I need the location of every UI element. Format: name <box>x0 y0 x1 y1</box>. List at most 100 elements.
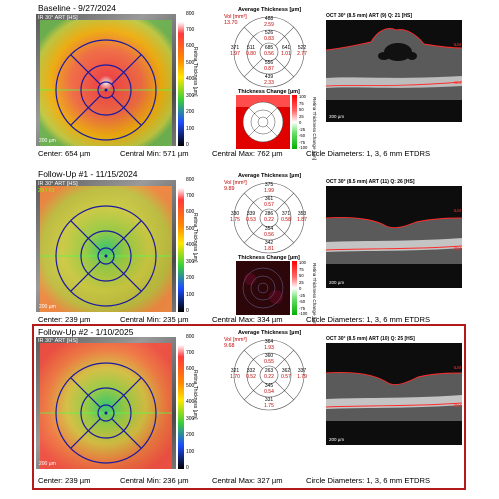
etdrs-overlay <box>40 20 172 146</box>
fundus-scale-bar: 200 µm <box>39 138 56 144</box>
grid-outer-superior: 375 1.99 <box>264 182 274 194</box>
center-thickness: Center: 239 µm <box>38 476 91 485</box>
colorbar-ticks: 800 700 600 500 400 300 200 100 0 <box>186 11 195 148</box>
bm-label: BM <box>454 403 461 408</box>
circle-diameters: Circle Diameters: 1, 3, 6 mm ETDRS <box>306 315 431 324</box>
ilm-label: ILM <box>453 208 461 213</box>
thickness-change-map[interactable] <box>236 261 290 315</box>
volume-readout: Vol [mm³] 9.68 <box>224 337 247 349</box>
grid-inner-superior: 360 0.55 <box>264 353 274 365</box>
fundus-label: IR 30° ART [HS] <box>38 338 78 344</box>
thickness-change-title: Thickness Change [µm] <box>238 89 300 95</box>
ilm-label: ILM <box>453 365 461 370</box>
etdrs-grid <box>233 182 305 254</box>
central-max: Central Max: 334 µm <box>212 315 283 324</box>
grid-inner-superior: 526 0.83 <box>264 30 274 42</box>
grid-outer-temporal: 330 1.75 <box>230 211 240 223</box>
oct-bscan-image <box>326 28 462 100</box>
center-thickness: Center: 239 µm <box>38 315 91 324</box>
oct-bscan-image <box>326 372 462 421</box>
central-min: Central Min: 571 µm <box>120 149 189 158</box>
oct-scale-bar: 200 µm <box>329 280 345 285</box>
fundus-scale-bar: 200 µm <box>39 461 56 467</box>
change-colorbar-ticks: 100 75 50 25 0 -25 -50 -75 -100 <box>299 260 308 316</box>
section-title: Baseline - 9/27/2024 <box>38 3 116 13</box>
bm-label: BM <box>454 80 461 85</box>
colorbar-label: Retina Thickness [µm] <box>192 47 198 97</box>
grid-outer-temporal: 371 1.97 <box>230 45 240 57</box>
central-min: Central Min: 235 µm <box>120 315 189 324</box>
etdrs-grid <box>233 339 305 411</box>
fundus-frame-badge: 29 / 61 <box>38 188 55 194</box>
grid-outer-inferior: 331 1.75 <box>264 397 274 409</box>
grid-outer-inferior: 342 1.81 <box>264 240 274 252</box>
fundus-thickness-map[interactable]: IR 30° ART [HS] 29 / 61 2 <box>36 180 176 312</box>
central-max: Central Max: 327 µm <box>212 476 283 485</box>
oct-scan-title: OCT 30° (8.5 mm) ART (10) Q: 25 [HS] <box>326 336 415 342</box>
grid-outer-inferior: 439 2.33 <box>264 74 274 86</box>
oct-scale-bar: 200 µm <box>329 437 345 442</box>
oct-bscan-image <box>326 217 462 264</box>
grid-inner-inferior: 345 0.54 <box>264 383 274 395</box>
oct-scale-bar: 200 µm <box>329 114 345 119</box>
grid-inner-temporal: 511 0.80 <box>246 45 256 57</box>
colorbar-label: Retina Thickness [µm] <box>192 370 198 420</box>
thickness-change-map[interactable] <box>236 95 290 149</box>
central-max: Central Max: 762 µm <box>212 149 283 158</box>
follow-up-1-section: Follow-Up #1 - 11/15/2024 IR 30° ART [HS… <box>34 169 464 327</box>
grid-inner-inferior: 556 0.87 <box>264 60 274 72</box>
etdrs-overlay <box>40 343 172 469</box>
grid-outer-nasal: 337 1.79 <box>297 368 307 380</box>
fundus-label: IR 30° ART [HS] <box>38 181 78 187</box>
grid-center: 685 0.56 <box>264 45 274 57</box>
grid-outer-superior: 488 2.59 <box>264 16 274 28</box>
volume-readout: Vol [mm³] 9.89 <box>224 180 247 192</box>
grid-outer-nasal: 353 1.87 <box>297 211 307 223</box>
colorbar-ticks: 800 700 600 500 400 300 200 100 0 <box>186 334 195 471</box>
etdrs-overlay <box>40 186 172 312</box>
bm-label: BM <box>454 246 461 251</box>
grid-inner-inferior: 354 0.56 <box>264 226 274 238</box>
grid-inner-temporal: 332 0.52 <box>246 368 256 380</box>
grid-outer-superior: 364 1.93 <box>264 339 274 351</box>
grid-outer-temporal: 321 1.70 <box>230 368 240 380</box>
thickness-colorbar <box>178 180 184 312</box>
thickness-colorbar <box>178 337 184 469</box>
center-thickness: Center: 654 µm <box>38 149 91 158</box>
central-min: Central Min: 236 µm <box>120 476 189 485</box>
circle-diameters: Circle Diameters: 1, 3, 6 mm ETDRS <box>306 476 431 485</box>
grid-inner-nasal: 371 0.58 <box>281 211 291 223</box>
colorbar-label: Retina Thickness [µm] <box>192 213 198 263</box>
etdrs-grid <box>233 16 305 88</box>
follow-up-2-section: Follow-Up #2 - 1/10/2025 IR 30° ART [HS] <box>32 324 466 490</box>
fundus-scale-bar: 200 µm <box>39 304 56 310</box>
section-title: Follow-Up #1 - 11/15/2024 <box>38 169 138 179</box>
circle-diameters: Circle Diameters: 1, 3, 6 mm ETDRS <box>306 149 431 158</box>
fundus-thickness-map[interactable]: IR 30° ART [HS] 20 <box>36 14 176 146</box>
fundus-label: IR 30° ART [HS] <box>38 15 78 21</box>
grid-inner-nasal: 362 0.57 <box>281 368 291 380</box>
avg-thickness-title: Average Thickness [µm] <box>238 173 302 179</box>
avg-thickness-title: Average Thickness [µm] <box>238 7 302 13</box>
fundus-thickness-map[interactable]: IR 30° ART [HS] 200 µm <box>36 337 176 469</box>
avg-thickness-title: Average Thickness [µm] <box>238 330 302 336</box>
colorbar-ticks: 800 700 600 500 400 300 200 100 0 <box>186 177 195 314</box>
grid-outer-nasal: 522 2.77 <box>297 45 307 57</box>
oct-bscan[interactable]: ILM BM 200 µm <box>326 186 462 288</box>
change-colorbar <box>292 261 297 315</box>
grid-inner-temporal: 339 0.53 <box>246 211 256 223</box>
change-colorbar <box>292 95 297 149</box>
grid-inner-superior: 361 0.57 <box>264 196 274 208</box>
oct-scan-title: OCT 30° (8.5 mm) ART (9) Q: 21 [HS] <box>326 13 412 19</box>
change-colorbar-ticks: 100 75 50 25 0 -25 -50 -75 -100 <box>299 94 308 150</box>
grid-center: 286 0.22 <box>264 211 274 223</box>
thickness-change-title: Thickness Change [µm] <box>238 255 300 261</box>
oct-scan-title: OCT 30° (8.5 mm) ART (11) Q: 26 [HS] <box>326 179 415 185</box>
section-title: Follow-Up #2 - 1/10/2025 <box>38 327 134 337</box>
oct-bscan[interactable]: ILM BM 200 µm <box>326 343 462 445</box>
baseline-section: Baseline - 9/27/2024 IR 30° ART [HS] <box>34 3 464 161</box>
grid-inner-nasal: 641 1.01 <box>281 45 291 57</box>
oct-bscan[interactable]: ILM BM 200 µm <box>326 20 462 122</box>
grid-center: 263 0.22 <box>264 368 274 380</box>
ilm-label: ILM <box>453 42 461 47</box>
